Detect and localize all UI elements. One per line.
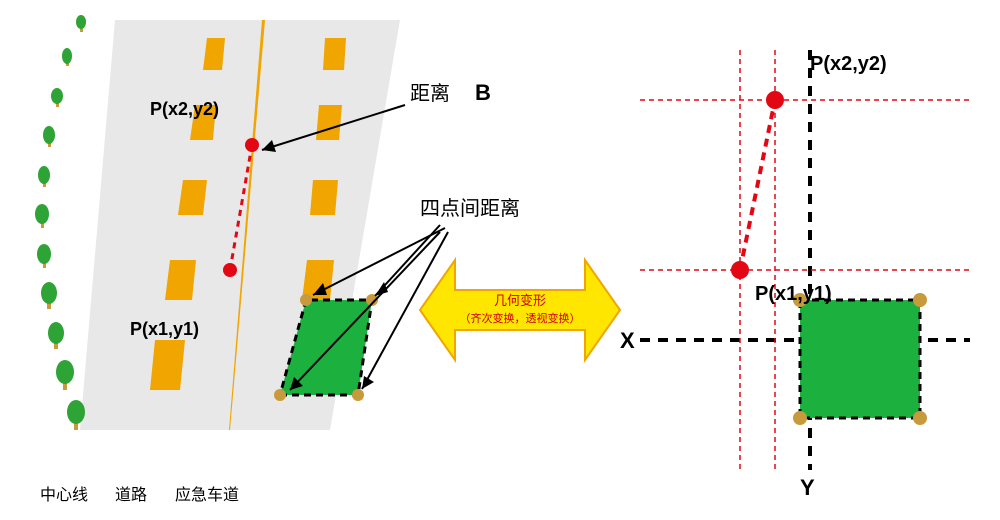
label-four-point: 四点间距离 bbox=[420, 197, 520, 220]
legend: 中心线 道路 应急车道 bbox=[40, 485, 239, 504]
arrow-label-1: 几何变形 bbox=[494, 293, 546, 308]
y-label: Y bbox=[800, 475, 815, 500]
point-p1 bbox=[223, 263, 237, 277]
right-p1 bbox=[731, 261, 749, 279]
legend-item-1: 道路 bbox=[115, 486, 147, 504]
right-label-p1: P(x1,y1) bbox=[755, 283, 832, 305]
label-b: B bbox=[475, 80, 491, 105]
x-label: X bbox=[620, 328, 635, 353]
transform-arrow: 几何变形 （齐次变换，透视变换） bbox=[420, 260, 620, 360]
point-p2 bbox=[245, 138, 259, 152]
diagram-svg: P(x2,y2) P(x1,y1) 距离 B 四点间距离 bbox=[0, 0, 1000, 520]
arrow-label-2: （齐次变换，透视变换） bbox=[460, 311, 581, 325]
right-p2 bbox=[766, 91, 784, 109]
label-p1-left: P(x1,y1) bbox=[130, 319, 199, 339]
right-label-p2: P(x2,y2) bbox=[810, 53, 887, 75]
right-connector bbox=[740, 100, 775, 270]
trees bbox=[35, 15, 86, 430]
label-distance: 距离 bbox=[410, 82, 450, 105]
right-square bbox=[793, 293, 927, 425]
legend-item-2: 应急车道 bbox=[175, 485, 239, 504]
road-scene: P(x2,y2) P(x1,y1) bbox=[35, 15, 400, 430]
label-p2-left: P(x2,y2) bbox=[150, 99, 219, 119]
right-panel: X Y P(x1,y1) P(x2,y2) bbox=[620, 50, 970, 500]
diagram-root: P(x2,y2) P(x1,y1) 距离 B 四点间距离 bbox=[0, 0, 1000, 520]
legend-item-0: 中心线 bbox=[40, 486, 88, 504]
